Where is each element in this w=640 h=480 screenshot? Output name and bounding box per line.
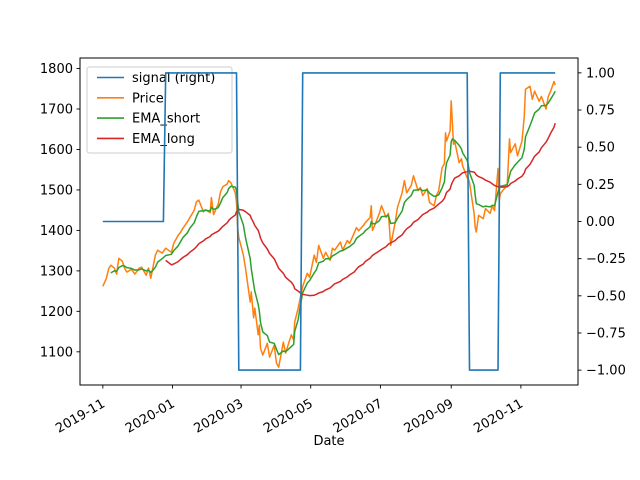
y-left-tick-label: 1200 xyxy=(40,305,73,320)
legend-label: EMA_short xyxy=(132,112,200,127)
y-right-tick-label: −0.75 xyxy=(586,326,626,341)
x-tick-label: 2019-11 xyxy=(53,396,108,436)
y-left-tick-label: 1400 xyxy=(40,224,73,239)
x-tick-label: 2020-11 xyxy=(471,396,526,436)
plot-area-border xyxy=(79,57,579,386)
y-left-tick-label: 1800 xyxy=(40,62,73,77)
legend: signal (right) Price EMA_short EMA_long xyxy=(86,66,233,154)
legend-label: EMA_long xyxy=(132,132,195,147)
y-left-tick-label: 1700 xyxy=(40,102,73,117)
y-left-tick-label: 1600 xyxy=(40,143,73,158)
x-tick-label: 2020-07 xyxy=(331,396,386,436)
series-ema_short-line xyxy=(110,90,556,356)
y-left-tick-label: 1300 xyxy=(40,264,73,279)
y-right-tick-label: 1.00 xyxy=(586,66,615,81)
series-price-line xyxy=(102,80,556,368)
y-left-tick-label: 1100 xyxy=(40,345,73,360)
legend-box xyxy=(86,66,233,154)
x-axis-label: Date xyxy=(313,434,344,449)
x-tick-label: 2020-05 xyxy=(261,396,316,436)
y-right-tick-label: −0.50 xyxy=(586,289,626,304)
legend-label: signal (right) xyxy=(132,71,215,86)
y-right-tick-label: −1.00 xyxy=(586,364,626,379)
x-tick-label: 2020-09 xyxy=(402,396,457,436)
y-right-tick-label: 0.75 xyxy=(586,104,615,119)
series-signal-line xyxy=(102,72,556,371)
y-right-tick-label: 0.25 xyxy=(586,178,615,193)
y-right-tick-label: 0.00 xyxy=(586,215,615,230)
y-right-tick-label: 0.50 xyxy=(586,141,615,156)
x-tick-label: 2020-03 xyxy=(192,396,247,436)
legend-label: Price xyxy=(132,91,164,106)
x-tick-label: 2020-01 xyxy=(123,396,178,436)
series-ema_long-line xyxy=(165,122,556,297)
y-left-tick-label: 1500 xyxy=(40,183,73,198)
y-right-tick-label: −0.25 xyxy=(586,252,626,267)
